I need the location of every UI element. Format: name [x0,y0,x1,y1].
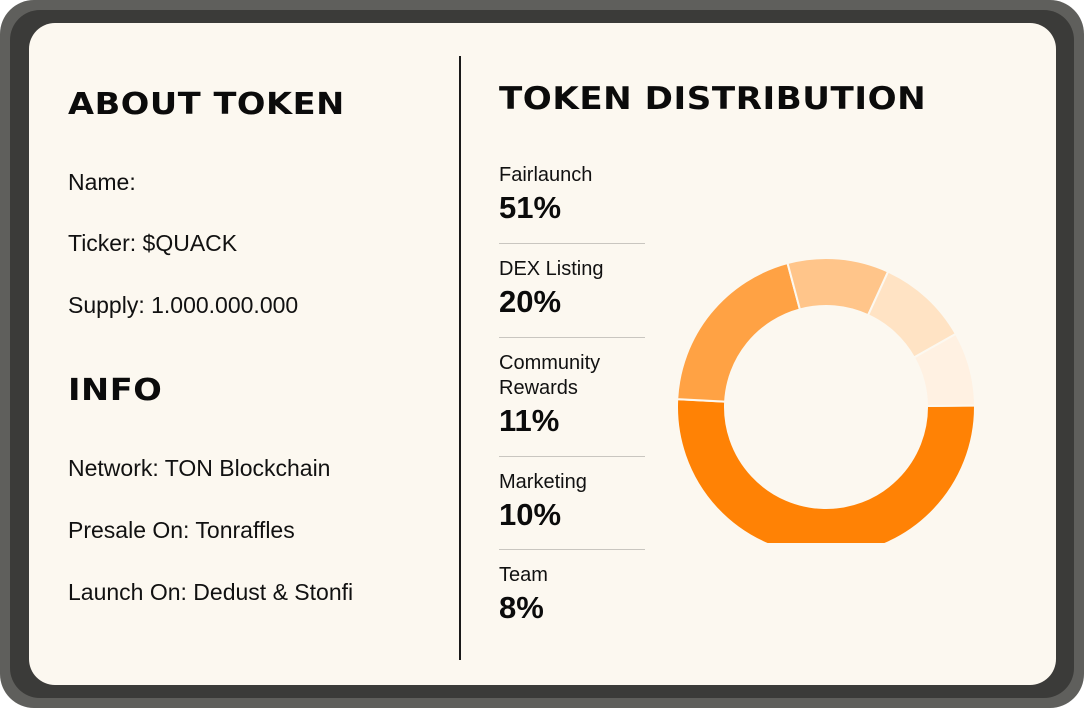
legend-label: Team [499,564,548,586]
legend-value: 20% [499,284,562,319]
legend-label: Marketing [499,471,587,493]
legend-label: DEX Listing [499,258,604,280]
distribution-donut-chart [676,257,977,543]
info-heading: INFO [68,373,163,408]
legend-label: Fairlaunch [499,164,593,186]
legend-value: 8% [499,590,544,625]
legend-separator [499,337,645,338]
token-ticker-line: Ticker: $QUACK [68,230,238,256]
legend-value: 11% [499,403,560,438]
donut-slice-fairlaunch [676,398,976,543]
launch-line: Launch On: Dedust & Stonfi [68,579,354,605]
legend-value: 10% [499,497,562,532]
legend-item-community-rewards: Community Rewards 11% [499,351,645,439]
token-name-line: Name: [68,169,136,195]
donut-slice-dex-listing [676,261,802,403]
about-token-heading: ABOUT TOKEN [68,87,345,122]
legend-item-marketing: Marketing 10% [499,470,645,533]
presale-line: Presale On: Tonraffles [68,517,295,543]
column-divider [459,56,461,660]
token-distribution-heading: TOKEN DISTRIBUTION [499,81,927,117]
token-info-card: ABOUT TOKEN Name: Ticker: $QUACK Supply:… [29,23,1056,685]
legend-separator [499,549,645,550]
token-supply-line: Supply: 1.000.000.000 [68,292,299,318]
legend-separator [499,456,645,457]
network-line: Network: TON Blockchain [68,455,331,481]
legend-value: 51% [499,190,562,225]
legend-item-dex-listing: DEX Listing 20% [499,257,645,320]
legend-item-team: Team 8% [499,563,645,626]
legend-item-fairlaunch: Fairlaunch 51% [499,163,645,226]
legend-label: Community Rewards [499,352,601,399]
donut-slice-team [912,332,977,407]
legend-separator [499,243,645,244]
